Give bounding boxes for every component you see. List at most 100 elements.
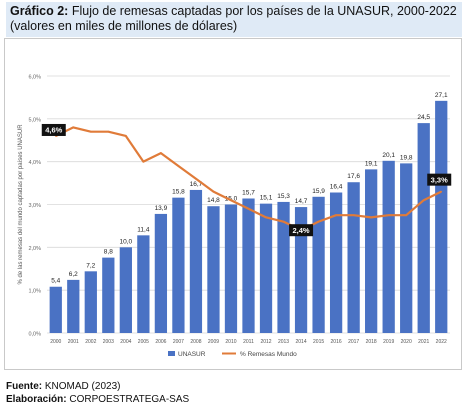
bar bbox=[417, 123, 430, 333]
source-label: Fuente: bbox=[6, 381, 43, 392]
bar-value-label: 5,4 bbox=[51, 278, 60, 285]
line-point bbox=[230, 199, 232, 202]
x-tick-label: 2003 bbox=[103, 339, 114, 345]
bar-value-label: 27,1 bbox=[435, 92, 448, 99]
x-tick-label: 2020 bbox=[401, 339, 412, 345]
bar-value-label: 16,4 bbox=[330, 184, 343, 191]
bar-value-label: 11,4 bbox=[137, 226, 150, 233]
bar-value-label: 15,7 bbox=[242, 190, 255, 197]
bar bbox=[435, 100, 448, 334]
chart-subtitle: (valores en miles de millones de dólares… bbox=[10, 19, 238, 33]
callout-box bbox=[289, 224, 314, 237]
bar bbox=[84, 271, 97, 333]
bar bbox=[207, 206, 220, 333]
y-tick-label: 4,0% bbox=[28, 160, 41, 166]
x-tick-label: 2009 bbox=[208, 339, 219, 345]
bar bbox=[242, 198, 255, 333]
title-text: Flujo de remesas captadas por los países… bbox=[68, 4, 457, 18]
bar-value-label: 24,5 bbox=[417, 114, 430, 121]
line-point bbox=[90, 130, 92, 133]
bar-value-label: 19,8 bbox=[400, 154, 413, 161]
x-tick-label: 2013 bbox=[278, 339, 289, 345]
bar-value-label: 13,9 bbox=[155, 205, 168, 212]
x-tick-label: 2022 bbox=[436, 339, 447, 345]
legend-label-bar: UNASUR bbox=[178, 351, 206, 358]
bar-value-label: 14,8 bbox=[207, 197, 220, 204]
bar bbox=[347, 182, 360, 333]
chart-title: Gráfico 2: Flujo de remesas captadas por… bbox=[6, 2, 462, 37]
x-tick-label: 2017 bbox=[348, 339, 359, 345]
y-tick-label: 2,0% bbox=[28, 246, 41, 252]
x-tick-label: 2010 bbox=[225, 339, 236, 345]
y-axis-title: % de las remesas del mundo captadas por … bbox=[18, 124, 24, 285]
bar bbox=[400, 163, 413, 333]
line-point bbox=[440, 190, 443, 193]
bar-value-label: 15,9 bbox=[312, 188, 325, 195]
bar bbox=[329, 192, 343, 333]
callout-label: 4,6% bbox=[45, 126, 62, 135]
bar bbox=[365, 169, 378, 333]
source-note: Fuente: KNOMAD (2023) bbox=[6, 381, 462, 392]
bar bbox=[312, 196, 325, 333]
bar bbox=[119, 247, 132, 333]
bar bbox=[102, 257, 115, 333]
callout-box bbox=[427, 173, 452, 186]
legend-swatch-bar bbox=[168, 351, 175, 356]
x-tick-label: 2011 bbox=[243, 339, 254, 345]
x-tick-label: 2014 bbox=[296, 339, 307, 345]
bar-value-label: 14,7 bbox=[295, 198, 308, 205]
y-tick-label: 5,0% bbox=[28, 117, 41, 123]
line-point bbox=[317, 220, 320, 223]
y-tick-label: 3,0% bbox=[28, 203, 41, 209]
line-point bbox=[160, 152, 162, 154]
bar-value-label: 17,6 bbox=[347, 173, 360, 180]
bar bbox=[277, 201, 290, 333]
line-point bbox=[352, 214, 355, 217]
x-tick-label: 2016 bbox=[331, 339, 342, 345]
x-tick-label: 2001 bbox=[68, 339, 79, 345]
bar-value-label: 7,2 bbox=[86, 262, 95, 269]
x-tick-label: 2007 bbox=[173, 339, 184, 345]
bar bbox=[67, 279, 80, 333]
x-tick-label: 2005 bbox=[138, 339, 149, 345]
x-tick-label: 2002 bbox=[85, 339, 96, 345]
source-value: KNOMAD (2023) bbox=[42, 381, 121, 392]
x-tick-label: 2021 bbox=[418, 339, 429, 345]
bar bbox=[294, 207, 308, 333]
line-point bbox=[72, 126, 75, 129]
callout-box bbox=[41, 123, 66, 136]
bar bbox=[224, 204, 238, 333]
bar bbox=[172, 197, 185, 333]
bar bbox=[259, 203, 273, 333]
y-tick-label: 1,0% bbox=[28, 289, 41, 295]
x-tick-label: 2012 bbox=[260, 339, 271, 345]
bar-value-label: 19,1 bbox=[365, 160, 378, 167]
line-point bbox=[247, 207, 250, 210]
callout-label: 3,3% bbox=[431, 175, 448, 184]
x-tick-label: 2019 bbox=[383, 339, 394, 345]
line-point bbox=[107, 130, 110, 133]
line-point bbox=[370, 216, 372, 219]
x-tick-label: 2000 bbox=[50, 339, 61, 345]
bar bbox=[154, 213, 168, 333]
line-point bbox=[387, 214, 390, 217]
line-point bbox=[405, 214, 407, 217]
line-point bbox=[422, 199, 425, 202]
bar-value-label: 15,1 bbox=[260, 195, 273, 202]
y-tick-label: 0,0% bbox=[28, 332, 41, 338]
x-tick-label: 2004 bbox=[120, 339, 131, 345]
bar bbox=[189, 189, 203, 333]
author-label: Elaboración: bbox=[6, 394, 67, 405]
line-point bbox=[195, 178, 197, 180]
bar-value-label: 16,7 bbox=[190, 181, 203, 188]
author-note: Elaboración: CORPOESTRATEGA-SAS bbox=[6, 394, 462, 405]
line-point bbox=[335, 214, 337, 217]
bar bbox=[137, 235, 150, 333]
y-tick-label: 6,0% bbox=[28, 75, 41, 81]
bar-value-label: 10,0 bbox=[120, 238, 133, 245]
x-tick-label: 2008 bbox=[190, 339, 201, 345]
x-tick-label: 2015 bbox=[313, 339, 324, 345]
bar bbox=[49, 286, 62, 333]
